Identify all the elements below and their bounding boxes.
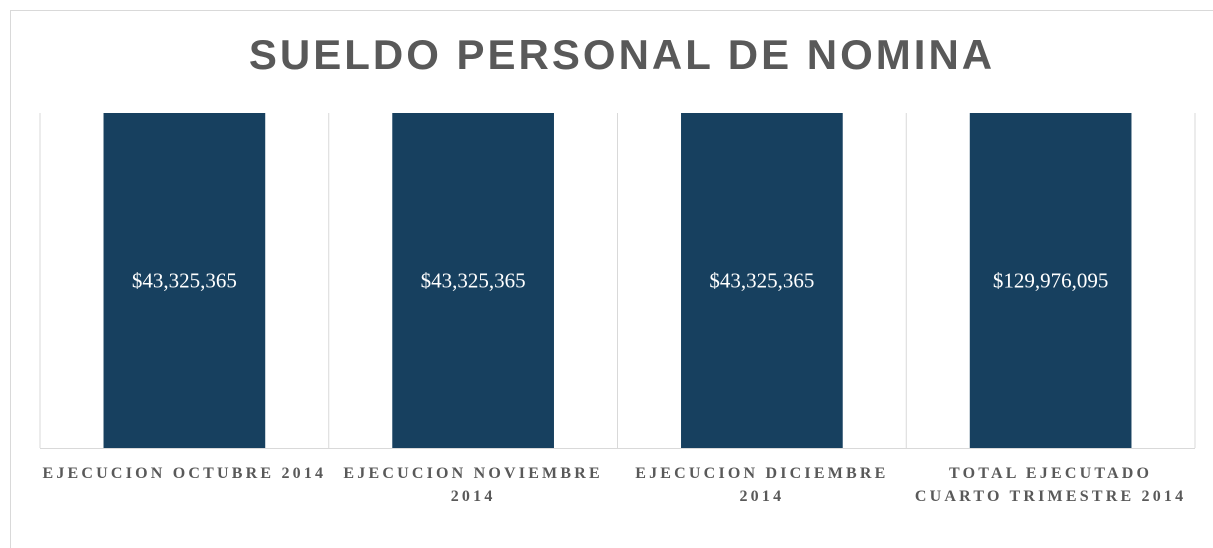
bar xyxy=(392,113,554,448)
data-label: $43,325,365 xyxy=(132,268,237,292)
bar xyxy=(969,113,1132,448)
x-tick-label: EJECUCION DICIEMBRE 2014 xyxy=(635,465,889,505)
data-label: $129,976,095 xyxy=(993,268,1109,292)
x-tick-label: EJECUCION NOVIEMBRE 2014 xyxy=(343,465,603,505)
bar xyxy=(681,113,843,448)
x-tick-label: TOTAL EJECUTADO CUARTO TRIMESTRE 2014 xyxy=(914,465,1187,505)
x-tick-label: EJECUCION OCTUBRE 2014 xyxy=(42,465,327,482)
bar xyxy=(103,113,266,448)
chart-border xyxy=(10,10,1213,548)
data-label: $43,325,365 xyxy=(709,268,814,292)
chart-title: SUELDO PERSONAL DE NOMINA xyxy=(249,31,995,78)
data-label: $43,325,365 xyxy=(421,268,526,292)
plot-area xyxy=(103,113,1132,448)
